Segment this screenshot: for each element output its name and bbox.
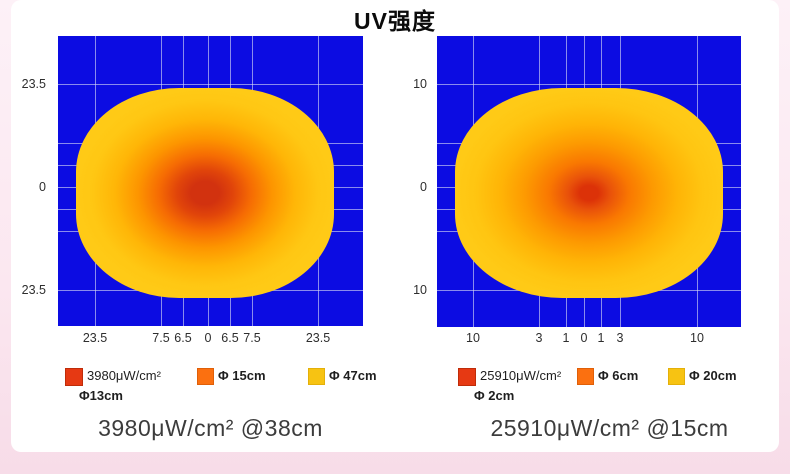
x-tick-label: 1 (562, 331, 570, 345)
legend-label: 3980μW/cm² (87, 368, 161, 383)
y-tick-label: 10 (413, 77, 427, 91)
x-tick-label: 1 (597, 331, 605, 345)
x-tick-label: 23.5 (305, 331, 331, 345)
y-tick-label: 0 (420, 180, 427, 194)
page-title: UV强度 (354, 8, 436, 34)
legend-label: Φ 6cm (598, 368, 639, 383)
legend-sublabel: Φ 2cm (474, 388, 515, 403)
legend-label: Φ 20cm (689, 368, 737, 383)
y-tick-label: 10 (413, 283, 427, 297)
x-tick-label: 7.5 (243, 331, 261, 345)
legend-sublabel: Φ13cm (79, 388, 123, 403)
uv-heatmap-15cm (437, 36, 741, 327)
x-tick-label: 0 (580, 331, 588, 345)
x-tick-label: 23.5 (82, 331, 108, 345)
uv-intensity-blob-38cm (76, 88, 334, 298)
uv-intensity-blob-15cm (455, 88, 723, 298)
x-tick-label: 6.5 (174, 331, 192, 345)
x-tick-label: 6.5 (221, 331, 239, 345)
legend-swatch-yellow (308, 368, 325, 385)
gridline-horizontal (437, 84, 741, 85)
y-tick-label: 0 (39, 180, 46, 194)
x-tick-label: 10 (466, 331, 480, 345)
legend-swatch-red (458, 368, 476, 386)
y-tick-label: 23.5 (21, 283, 46, 297)
chart-caption-38cm: 3980μW/cm² @38cm (98, 415, 323, 441)
chart-caption-15cm: 25910μW/cm² @15cm (490, 415, 729, 441)
legend-swatch-orange (577, 368, 594, 385)
x-tick-label: 7.5 (152, 331, 170, 345)
x-tick-label: 3 (535, 331, 543, 345)
x-tick-label: 0 (204, 331, 212, 345)
legend-swatch-orange (197, 368, 214, 385)
gridline-horizontal (58, 84, 363, 85)
uv-heatmap-38cm (58, 36, 363, 326)
legend-swatch-red (65, 368, 83, 386)
legend-label: Φ 47cm (329, 368, 377, 383)
legend-label: 25910μW/cm² (480, 368, 562, 383)
legend-swatch-yellow (668, 368, 685, 385)
x-tick-label: 10 (690, 331, 704, 345)
y-tick-label: 23.5 (21, 77, 46, 91)
x-tick-label: 3 (616, 331, 624, 345)
legend-label: Φ 15cm (218, 368, 266, 383)
